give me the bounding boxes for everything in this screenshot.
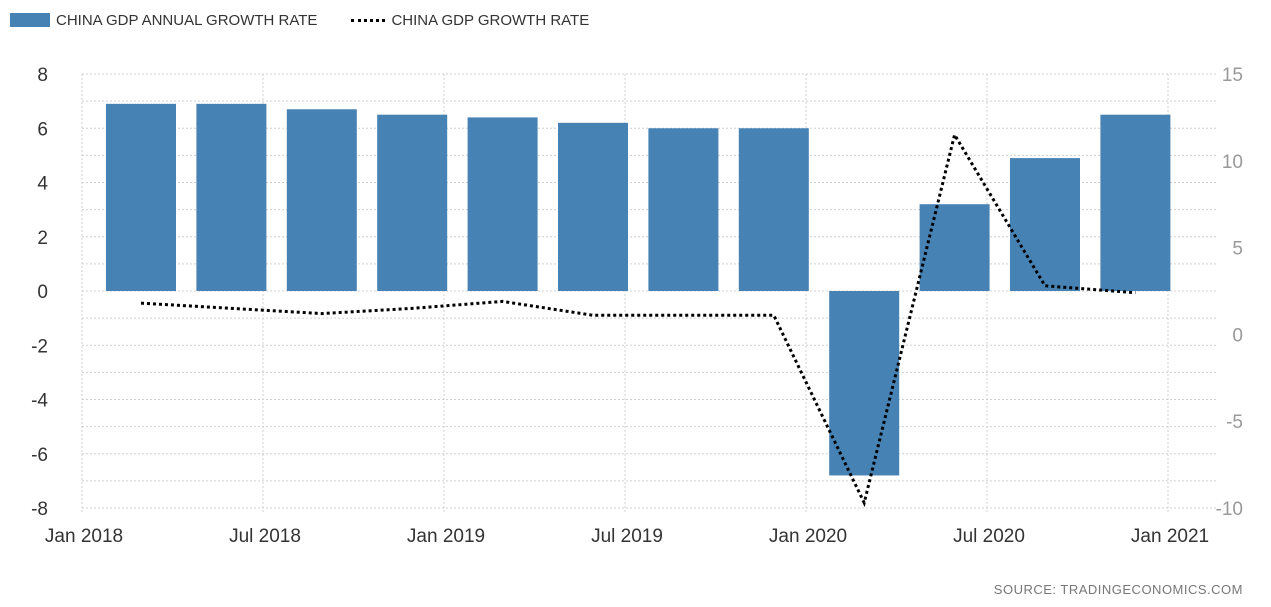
source-credit: SOURCE: TRADINGECONOMICS.COM — [993, 582, 1243, 597]
x-axis-tick: Jan 2021 — [1131, 526, 1209, 547]
line-series — [140, 130, 1136, 508]
bar — [738, 128, 809, 291]
right-axis-tick: 10 — [1222, 152, 1243, 173]
bar — [106, 103, 176, 292]
legend-item-annual-growth[interactable]: CHINA GDP ANNUAL GROWTH RATE — [10, 12, 317, 29]
bar — [558, 122, 628, 291]
bar — [919, 204, 990, 291]
legend-label-annual-growth: CHINA GDP ANNUAL GROWTH RATE — [56, 11, 318, 29]
left-axis-tick: -6 — [31, 445, 48, 466]
right-axis-tick: 15 — [1222, 65, 1243, 86]
x-axis-tick: Jul 2018 — [229, 526, 301, 547]
x-axis-tick: Jan 2019 — [407, 526, 485, 547]
left-axis-tick: -8 — [31, 499, 48, 520]
growth-rate-line — [140, 130, 1136, 508]
right-axis-tick: 5 — [1232, 239, 1243, 260]
left-axis-tick: 2 — [37, 228, 48, 249]
bar — [1010, 158, 1080, 291]
left-axis-tick: 6 — [37, 119, 48, 140]
left-axis-tick: 0 — [37, 282, 48, 303]
right-axis-tick: 0 — [1232, 325, 1243, 346]
legend-item-growth-rate[interactable]: CHINA GDP GROWTH RATE — [351, 12, 589, 29]
left-axis-tick: 8 — [37, 65, 48, 86]
right-axis-tick: -5 — [1226, 412, 1243, 433]
legend: CHINA GDP ANNUAL GROWTH RATE CHINA GDP G… — [10, 8, 623, 32]
bar — [1100, 114, 1171, 291]
bar — [648, 128, 719, 291]
dotted-line-swatch-icon — [351, 18, 386, 22]
bar-swatch-icon — [10, 13, 50, 27]
bar — [377, 114, 448, 291]
bar — [467, 117, 538, 292]
x-axis-tick: Jan 2018 — [45, 526, 123, 547]
bar-series — [106, 103, 1171, 476]
left-axis-tick: -2 — [31, 336, 48, 357]
left-axis-tick: 4 — [37, 174, 48, 195]
legend-label-growth-rate: CHINA GDP GROWTH RATE — [391, 11, 590, 29]
left-axis-tick: -4 — [31, 391, 48, 412]
x-axis-tick: Jul 2019 — [591, 526, 663, 547]
x-axis-tick: Jan 2020 — [769, 526, 847, 547]
x-axis-tick: Jul 2020 — [953, 526, 1025, 547]
axis-labels: 8 6 4 2 0 -2 -4 -6 -8 15 10 5 0 -5 -10 Jan 2018 Jul 2018… — [31, 65, 1243, 547]
bar — [829, 291, 900, 476]
bar — [196, 103, 267, 292]
right-axis-tick: -10 — [1216, 499, 1243, 520]
bar — [286, 109, 357, 291]
